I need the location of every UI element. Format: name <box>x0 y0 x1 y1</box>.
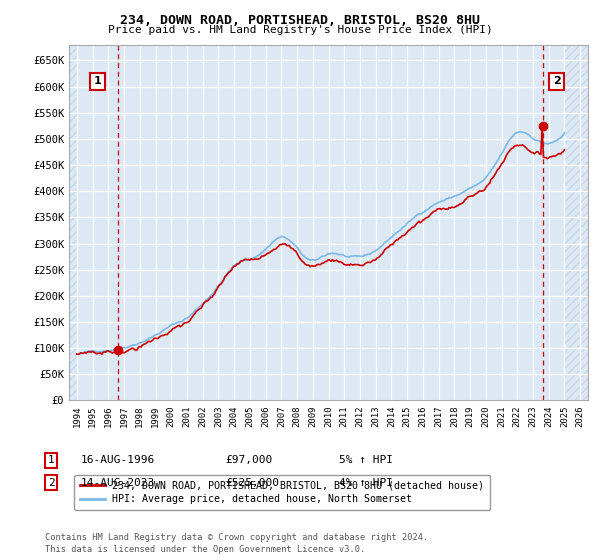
Text: 1: 1 <box>47 455 55 465</box>
Bar <box>69 45 77 400</box>
Text: 16-AUG-1996: 16-AUG-1996 <box>81 455 155 465</box>
Text: 5% ↑ HPI: 5% ↑ HPI <box>339 455 393 465</box>
Text: 234, DOWN ROAD, PORTISHEAD, BRISTOL, BS20 8HU: 234, DOWN ROAD, PORTISHEAD, BRISTOL, BS2… <box>120 14 480 27</box>
Text: Contains HM Land Registry data © Crown copyright and database right 2024.
This d: Contains HM Land Registry data © Crown c… <box>45 533 428 554</box>
Text: £97,000: £97,000 <box>225 455 272 465</box>
Text: 4% ↑ HPI: 4% ↑ HPI <box>339 478 393 488</box>
Text: 2: 2 <box>553 76 560 86</box>
Text: £525,000: £525,000 <box>225 478 279 488</box>
Bar <box>565 45 588 400</box>
Legend: 234, DOWN ROAD, PORTISHEAD, BRISTOL, BS20 8HU (detached house), HPI: Average pri: 234, DOWN ROAD, PORTISHEAD, BRISTOL, BS2… <box>74 475 490 510</box>
Text: 14-AUG-2023: 14-AUG-2023 <box>81 478 155 488</box>
Text: 1: 1 <box>94 76 101 86</box>
Text: Price paid vs. HM Land Registry's House Price Index (HPI): Price paid vs. HM Land Registry's House … <box>107 25 493 35</box>
Text: 2: 2 <box>47 478 55 488</box>
